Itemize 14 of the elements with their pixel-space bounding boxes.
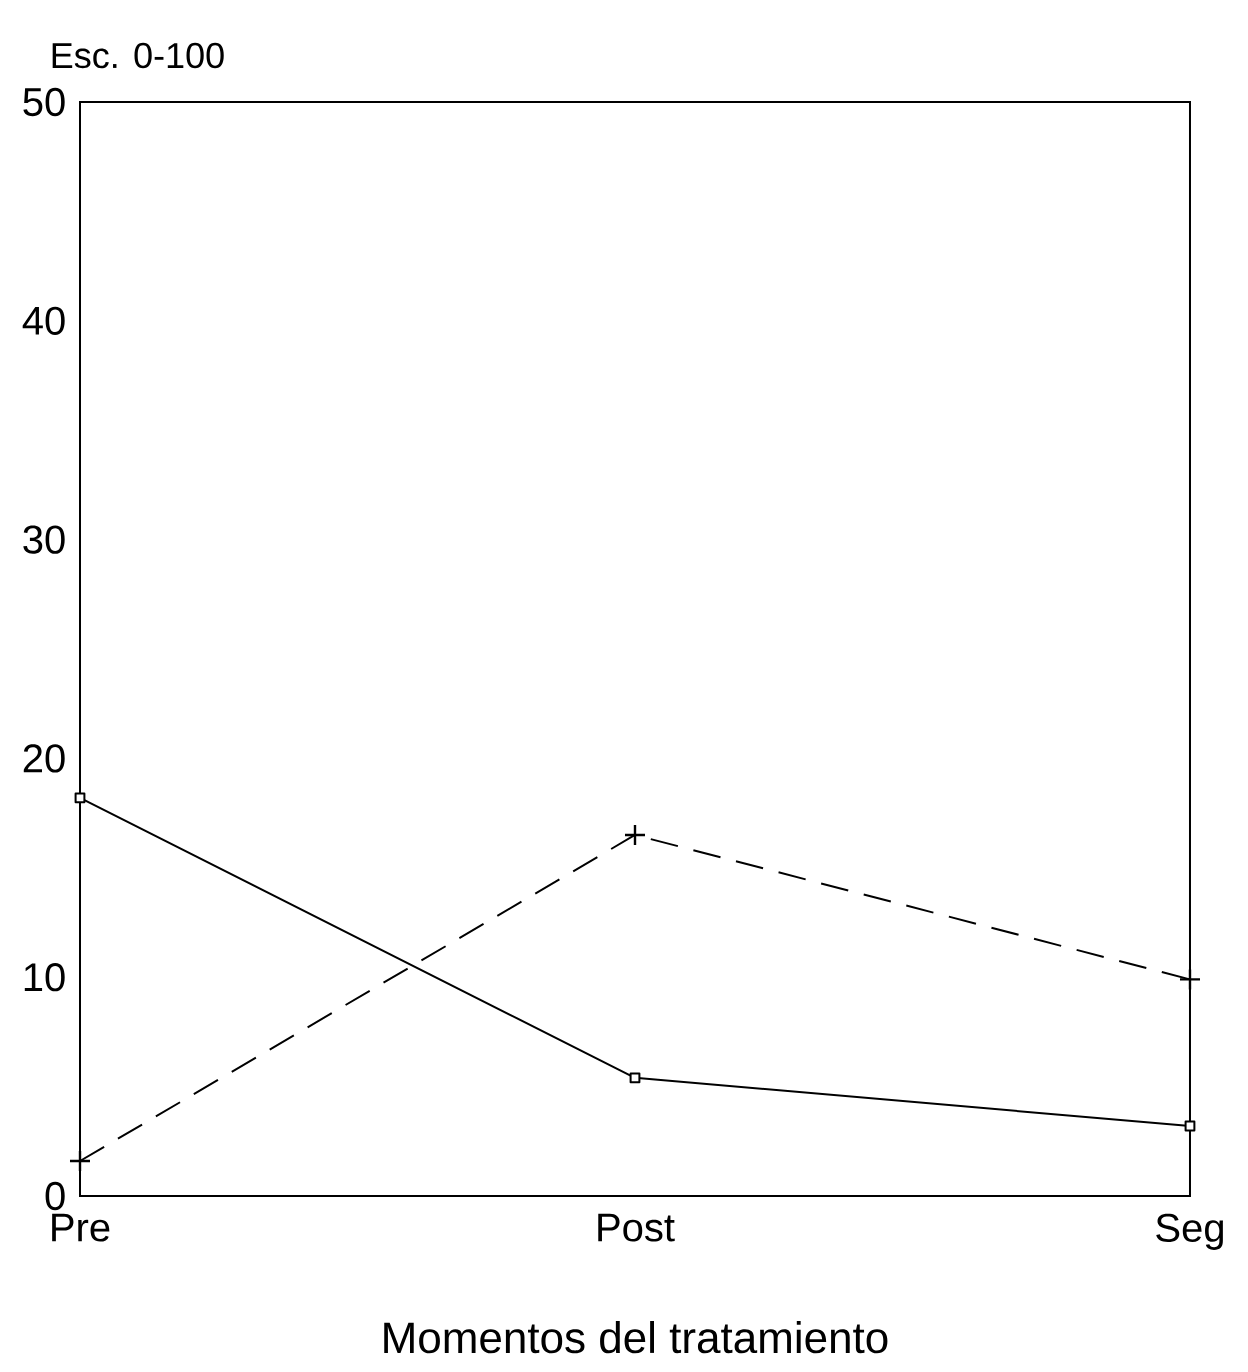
y-tick-label: 0 xyxy=(45,1181,65,1211)
y-tick-label: 20 xyxy=(23,744,65,773)
y-tick-label: 30 xyxy=(23,525,65,554)
y-tick-label: 40 xyxy=(22,306,65,335)
x-tick-label: Seg xyxy=(1156,1213,1223,1250)
x-tick-label: Post xyxy=(598,1213,675,1242)
point xyxy=(74,792,86,804)
x-axis-title: Momentos del tratamiento xyxy=(384,1321,888,1354)
y-axis-title: Esc. 0-100 xyxy=(52,42,224,69)
point xyxy=(629,1072,641,1084)
x-tick-label: Pre xyxy=(52,1213,110,1242)
y-tick-label: 50 xyxy=(23,87,65,117)
y-tick-label: 10 xyxy=(24,963,65,992)
point xyxy=(1179,969,1200,990)
